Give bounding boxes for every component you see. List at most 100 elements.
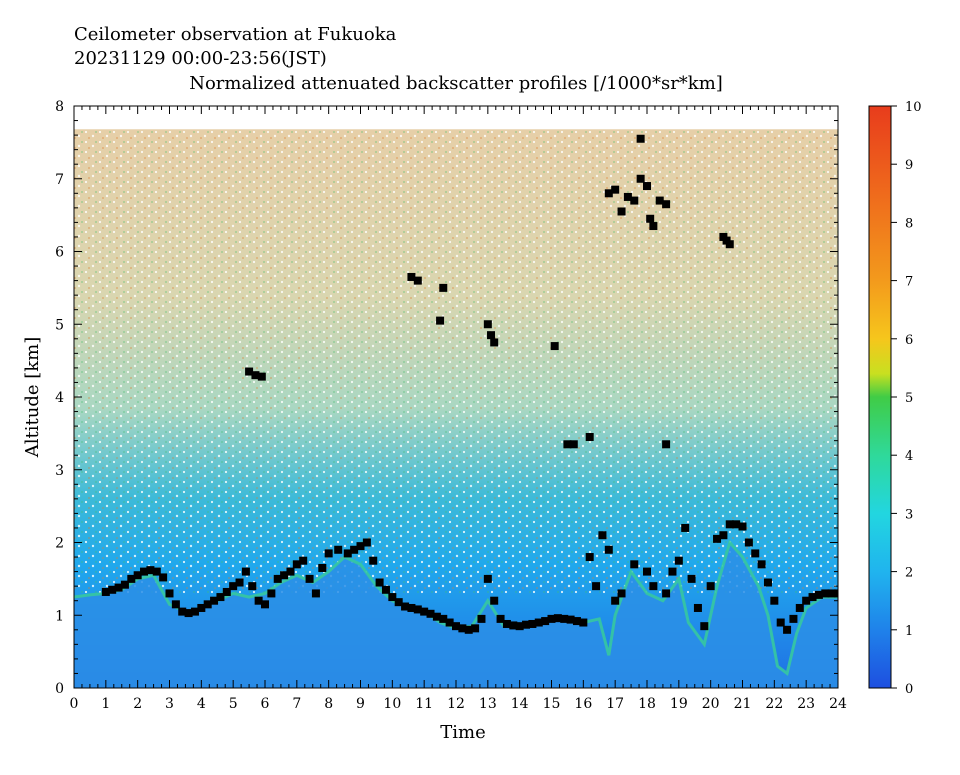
cloud-base-point <box>311 589 320 598</box>
cloud-base-point <box>757 560 766 569</box>
cloud-base-point <box>528 619 537 628</box>
cloud-base-point <box>598 531 607 540</box>
cloud-base-point <box>795 603 804 612</box>
cloud-base-point <box>267 589 276 598</box>
cloud-base-point <box>732 520 741 529</box>
cloud-base-point <box>617 207 626 216</box>
boundary-layer-aerosol <box>74 542 838 688</box>
y-tick-label: 0 <box>55 681 64 697</box>
cloud-base-point <box>763 578 772 587</box>
cloud-base-point <box>604 545 613 554</box>
colorbar-tick-label: 1 <box>905 624 913 639</box>
colorbar <box>868 105 892 689</box>
colorbar-tick-label: 4 <box>905 449 913 464</box>
cloud-base-point <box>436 316 445 325</box>
y-tick-label: 8 <box>55 99 64 115</box>
cloud-base-point <box>407 272 416 281</box>
cloud-base-point <box>630 196 639 205</box>
y-axis-label: Altitude [km] <box>22 337 43 459</box>
cloud-base-point <box>579 618 588 627</box>
cloud-base-point <box>509 621 518 630</box>
cloud-base-point <box>350 545 359 554</box>
x-tick-label: 7 <box>292 696 301 712</box>
colorbar-tick-label: 10 <box>905 100 922 115</box>
cloud-base-point <box>222 587 231 596</box>
x-tick-label: 15 <box>543 696 561 712</box>
cloud-base-point <box>458 624 467 633</box>
cloud-base-point <box>248 582 257 591</box>
cloud-base-point <box>477 614 486 623</box>
cloud-base-point <box>127 574 136 583</box>
cloud-base-point <box>152 567 161 576</box>
cloud-base-point <box>229 582 238 591</box>
cloud-base-point <box>254 596 263 605</box>
x-tick-label: 19 <box>670 696 688 712</box>
colorbar-tick-label: 5 <box>905 391 913 406</box>
cloud-base-point <box>643 182 651 191</box>
cloud-base-point <box>159 573 168 582</box>
cloud-base-point <box>165 589 174 598</box>
cloud-base-point <box>725 240 734 249</box>
cloud-base-point <box>487 331 496 340</box>
x-tick-label: 8 <box>324 696 333 712</box>
cloud-base-point <box>318 563 327 572</box>
figure-subtitle: Normalized attenuated backscatter profil… <box>189 73 723 94</box>
x-tick-label: 3 <box>165 696 174 712</box>
x-tick-label: 1 <box>101 696 110 712</box>
cloud-base-point <box>630 560 639 569</box>
cloud-base-point <box>190 607 199 616</box>
cloud-base-point <box>140 567 149 576</box>
cloud-base-point <box>713 534 722 543</box>
cloud-base-point <box>216 593 225 602</box>
cloud-base-points <box>101 134 838 634</box>
colorbar-tick-label: 3 <box>905 507 913 522</box>
cloud-base-point <box>483 320 492 329</box>
cloud-base-point <box>515 622 524 631</box>
cloud-base-point <box>439 614 448 623</box>
cloud-base-point <box>662 589 671 598</box>
cloud-base-point <box>566 615 575 624</box>
cloud-base-point <box>432 612 441 621</box>
x-axis: 0 1 2 3 4 5 6 7 8 9 10 11 12 13 14 15 16 17 18 19 20 21 22 23 24 <box>70 106 847 712</box>
cloud-base-point <box>324 549 333 558</box>
cloud-base-point <box>120 580 129 589</box>
cloud-base-point <box>471 624 480 633</box>
y-tick-label: 5 <box>55 317 64 333</box>
cloud-base-point <box>522 620 531 629</box>
cloud-base-point <box>725 520 734 529</box>
cloud-base-point <box>286 567 295 576</box>
x-tick-label: 17 <box>606 696 624 712</box>
cloud-base-point <box>369 556 378 565</box>
x-tick-label: 10 <box>383 696 401 712</box>
cloud-base-point <box>257 372 266 381</box>
cloud-base-point <box>636 174 645 183</box>
colorbar-tick-label: 7 <box>905 275 913 290</box>
cloud-base-point <box>572 617 581 626</box>
cloud-base-point <box>356 542 365 551</box>
cloud-base-point <box>445 618 454 627</box>
cloud-base-point <box>273 574 282 583</box>
cloud-base-point <box>770 596 779 605</box>
colorbar-tick-label: 2 <box>905 566 913 581</box>
cloud-base-point <box>700 622 709 631</box>
x-tick-label: 13 <box>479 696 497 712</box>
x-tick-label: 4 <box>197 696 206 712</box>
backscatter-noise-texture <box>74 129 838 594</box>
cloud-base-point <box>674 556 683 565</box>
cloud-base-point <box>375 578 384 587</box>
cloud-base-point <box>563 440 572 449</box>
cloud-base-point <box>776 618 785 627</box>
cloud-base-point <box>394 598 403 607</box>
cloud-base-point <box>636 134 645 143</box>
cloud-base-point <box>611 596 620 605</box>
cloud-base-point <box>426 609 435 618</box>
x-tick-label: 9 <box>356 696 365 712</box>
plot-area <box>74 129 838 688</box>
y-tick-label: 6 <box>55 245 64 261</box>
cloud-base-point <box>592 582 601 591</box>
figure-title-line1: Ceilometer observation at Fukuoka <box>74 24 397 45</box>
cloud-base-point <box>483 574 492 583</box>
x-tick-label: 18 <box>638 696 656 712</box>
cloud-base-point <box>550 342 559 351</box>
